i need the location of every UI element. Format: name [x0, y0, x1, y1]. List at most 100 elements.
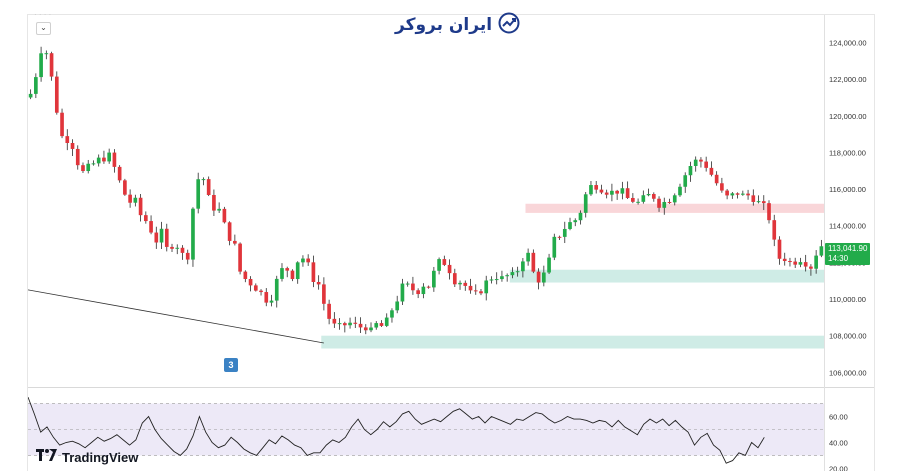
candle [657, 196, 661, 212]
candle [201, 177, 206, 186]
candle [243, 270, 248, 283]
rsi-tick-label: 40.00 [829, 438, 848, 447]
candle [740, 190, 745, 196]
candle [599, 184, 604, 195]
candle [547, 253, 551, 274]
trendline [28, 289, 324, 344]
candle [631, 193, 635, 204]
candle [248, 276, 253, 292]
candle [274, 275, 279, 308]
price-chart[interactable] [28, 15, 824, 387]
candle [149, 215, 153, 235]
candle [720, 177, 724, 193]
candle [416, 288, 420, 299]
candle [332, 312, 337, 328]
candle [772, 214, 777, 247]
candle [379, 320, 384, 327]
candle [290, 269, 295, 282]
candle [552, 233, 557, 261]
legend-collapse-button[interactable]: ⌄ [36, 22, 51, 35]
candle [494, 272, 499, 285]
candle [390, 308, 394, 323]
candle [489, 276, 494, 284]
candle [746, 189, 750, 200]
candle [819, 239, 824, 258]
candle [589, 180, 593, 196]
candle [54, 71, 59, 115]
candle [620, 181, 625, 200]
candle [128, 189, 132, 208]
zone-demand-upper [509, 269, 824, 283]
candle [541, 265, 546, 287]
candle [521, 258, 525, 278]
candle [348, 317, 352, 329]
candle [295, 261, 300, 284]
candle [531, 249, 536, 274]
price-tick-label: 110,000.00 [829, 295, 866, 304]
candle [526, 248, 530, 266]
price-tick-label: 122,000.00 [829, 75, 867, 84]
candle [185, 249, 190, 265]
candle [615, 189, 619, 200]
candle [280, 263, 284, 282]
candle [798, 257, 803, 268]
candle [358, 317, 363, 333]
rsi-pane[interactable] [28, 388, 824, 471]
candle [75, 145, 80, 170]
tradingview-watermark[interactable]: TradingView [36, 448, 138, 466]
pane-separator[interactable] [28, 387, 874, 388]
candle [651, 192, 656, 202]
candle [604, 189, 609, 199]
candle [400, 278, 405, 305]
candle [206, 176, 211, 197]
candle [678, 183, 682, 197]
candle [180, 245, 185, 260]
symbol-legend: · · · · [34, 10, 52, 19]
brand-name: ایران بروکر [395, 15, 493, 35]
brand-logo: ایران بروکر [395, 12, 520, 37]
candle [809, 264, 813, 276]
candle [562, 221, 567, 244]
candle [91, 160, 96, 166]
candle [484, 275, 489, 301]
candle [253, 283, 258, 292]
candle [269, 294, 274, 307]
candle [342, 321, 347, 333]
candle [233, 234, 237, 246]
bar-countdown: 14:30 [828, 254, 849, 263]
candle [442, 255, 447, 267]
candle [683, 172, 688, 193]
candle [217, 202, 221, 213]
candle [751, 189, 756, 206]
candle [107, 148, 112, 164]
wave-marker[interactable]: 3 [224, 358, 238, 372]
candle [756, 195, 761, 204]
price-tick-label: 124,000.00 [829, 38, 867, 47]
price-tick-label: 118,000.00 [829, 148, 866, 157]
price-tick-label: 106,000.00 [829, 368, 867, 377]
candle [667, 198, 672, 204]
candle [39, 46, 43, 82]
price-tick-label: 114,000.00 [829, 222, 866, 231]
candle [735, 192, 740, 199]
candle [227, 221, 232, 246]
price-tick-label: 108,000.00 [829, 332, 867, 341]
candle [500, 270, 504, 282]
candle [568, 217, 572, 231]
price-tick-label: 116,000.00 [829, 185, 866, 194]
candle [395, 295, 400, 314]
tradingview-text: TradingView [62, 449, 139, 465]
candle [704, 156, 709, 172]
candle [709, 161, 714, 177]
candle [96, 154, 101, 167]
candle [814, 250, 818, 274]
price-tick-label: 120,000.00 [829, 112, 867, 121]
tradingview-logo-icon [36, 448, 58, 466]
candle [102, 150, 106, 164]
rsi-tick-label: 20.00 [829, 464, 848, 471]
candle [301, 255, 305, 267]
candle [81, 162, 85, 174]
candle [175, 244, 180, 255]
candle [458, 280, 462, 290]
candle [610, 183, 614, 202]
